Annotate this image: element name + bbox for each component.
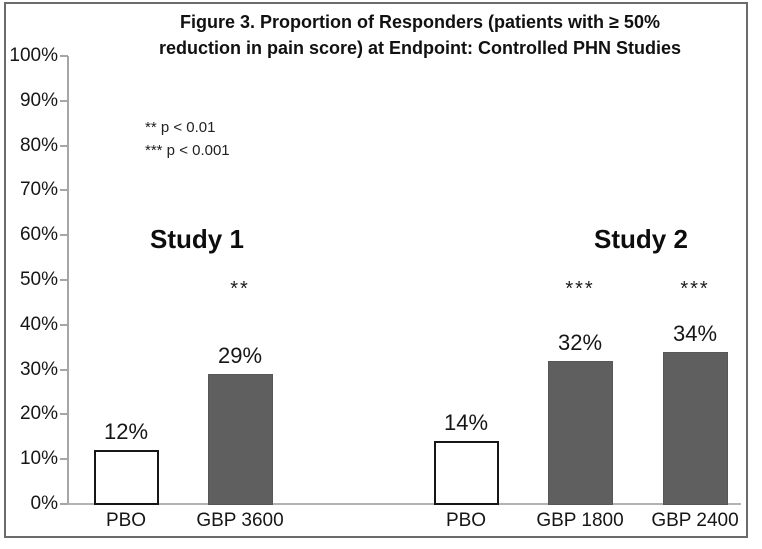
y-tick-label: 100% <box>9 45 58 66</box>
chart-title-line-1: Figure 3. Proportion of Responders (pati… <box>180 12 660 32</box>
pvalue-note-2: *** p < 0.001 <box>145 142 230 159</box>
y-tick-mark <box>60 413 68 416</box>
y-tick-label: 0% <box>30 493 58 514</box>
y-tick-label: 90% <box>19 89 58 111</box>
y-tick-mark <box>60 144 68 147</box>
x-tick-label: PBO <box>445 510 487 531</box>
bar-gbp-2400 <box>662 351 728 505</box>
y-tick-mark <box>60 99 68 102</box>
chart-title-line-2: reduction in pain score) at Endpoint: Co… <box>158 38 682 58</box>
y-tick-label: 10% <box>19 448 58 470</box>
significance-mark: ** <box>230 278 250 300</box>
x-tick-label: GBP 1800 <box>536 510 624 531</box>
bar-pbo <box>93 450 159 505</box>
y-tick-label: 70% <box>19 179 58 201</box>
y-tick-label: 60% <box>19 224 58 246</box>
y-tick-mark <box>60 234 68 237</box>
significance-mark: *** <box>565 278 595 300</box>
bar-value-label: 12% <box>103 419 149 445</box>
x-axis-line <box>67 503 741 505</box>
x-tick-label: GBP 3600 <box>196 510 284 531</box>
y-tick-label: 40% <box>19 313 58 335</box>
bar-value-label: 34% <box>672 320 718 346</box>
group-label: Study 1 <box>150 224 244 254</box>
y-tick-mark <box>60 189 68 192</box>
bar-value-label: 29% <box>217 343 263 369</box>
group-label: Study 2 <box>594 224 688 254</box>
y-tick-mark <box>60 279 68 281</box>
y-tick-mark <box>60 503 68 505</box>
y-tick-mark <box>60 323 68 326</box>
y-tick-mark <box>60 458 68 461</box>
bar-gbp-3600 <box>207 374 273 505</box>
y-axis-line <box>67 56 69 504</box>
significance-mark: *** <box>680 278 710 300</box>
y-tick-label: 20% <box>19 403 58 425</box>
x-tick-label: GBP 2400 <box>651 510 739 531</box>
bar-pbo <box>433 441 499 505</box>
y-tick-mark <box>60 368 68 371</box>
y-tick-label: 30% <box>19 358 58 380</box>
pvalue-legend: ** p < 0.01 *** p < 0.001 <box>145 116 230 162</box>
y-tick-label: 80% <box>19 134 58 156</box>
y-tick-mark <box>60 55 68 57</box>
chart-title: Figure 3. Proportion of Responders (pati… <box>88 9 752 61</box>
x-tick-label: PBO <box>105 510 147 531</box>
pvalue-note-1: ** p < 0.01 <box>145 119 216 136</box>
y-tick-label: 50% <box>19 269 58 290</box>
bar-value-label: 14% <box>443 410 489 436</box>
bar-value-label: 32% <box>557 329 603 355</box>
bar-gbp-1800 <box>547 360 613 505</box>
